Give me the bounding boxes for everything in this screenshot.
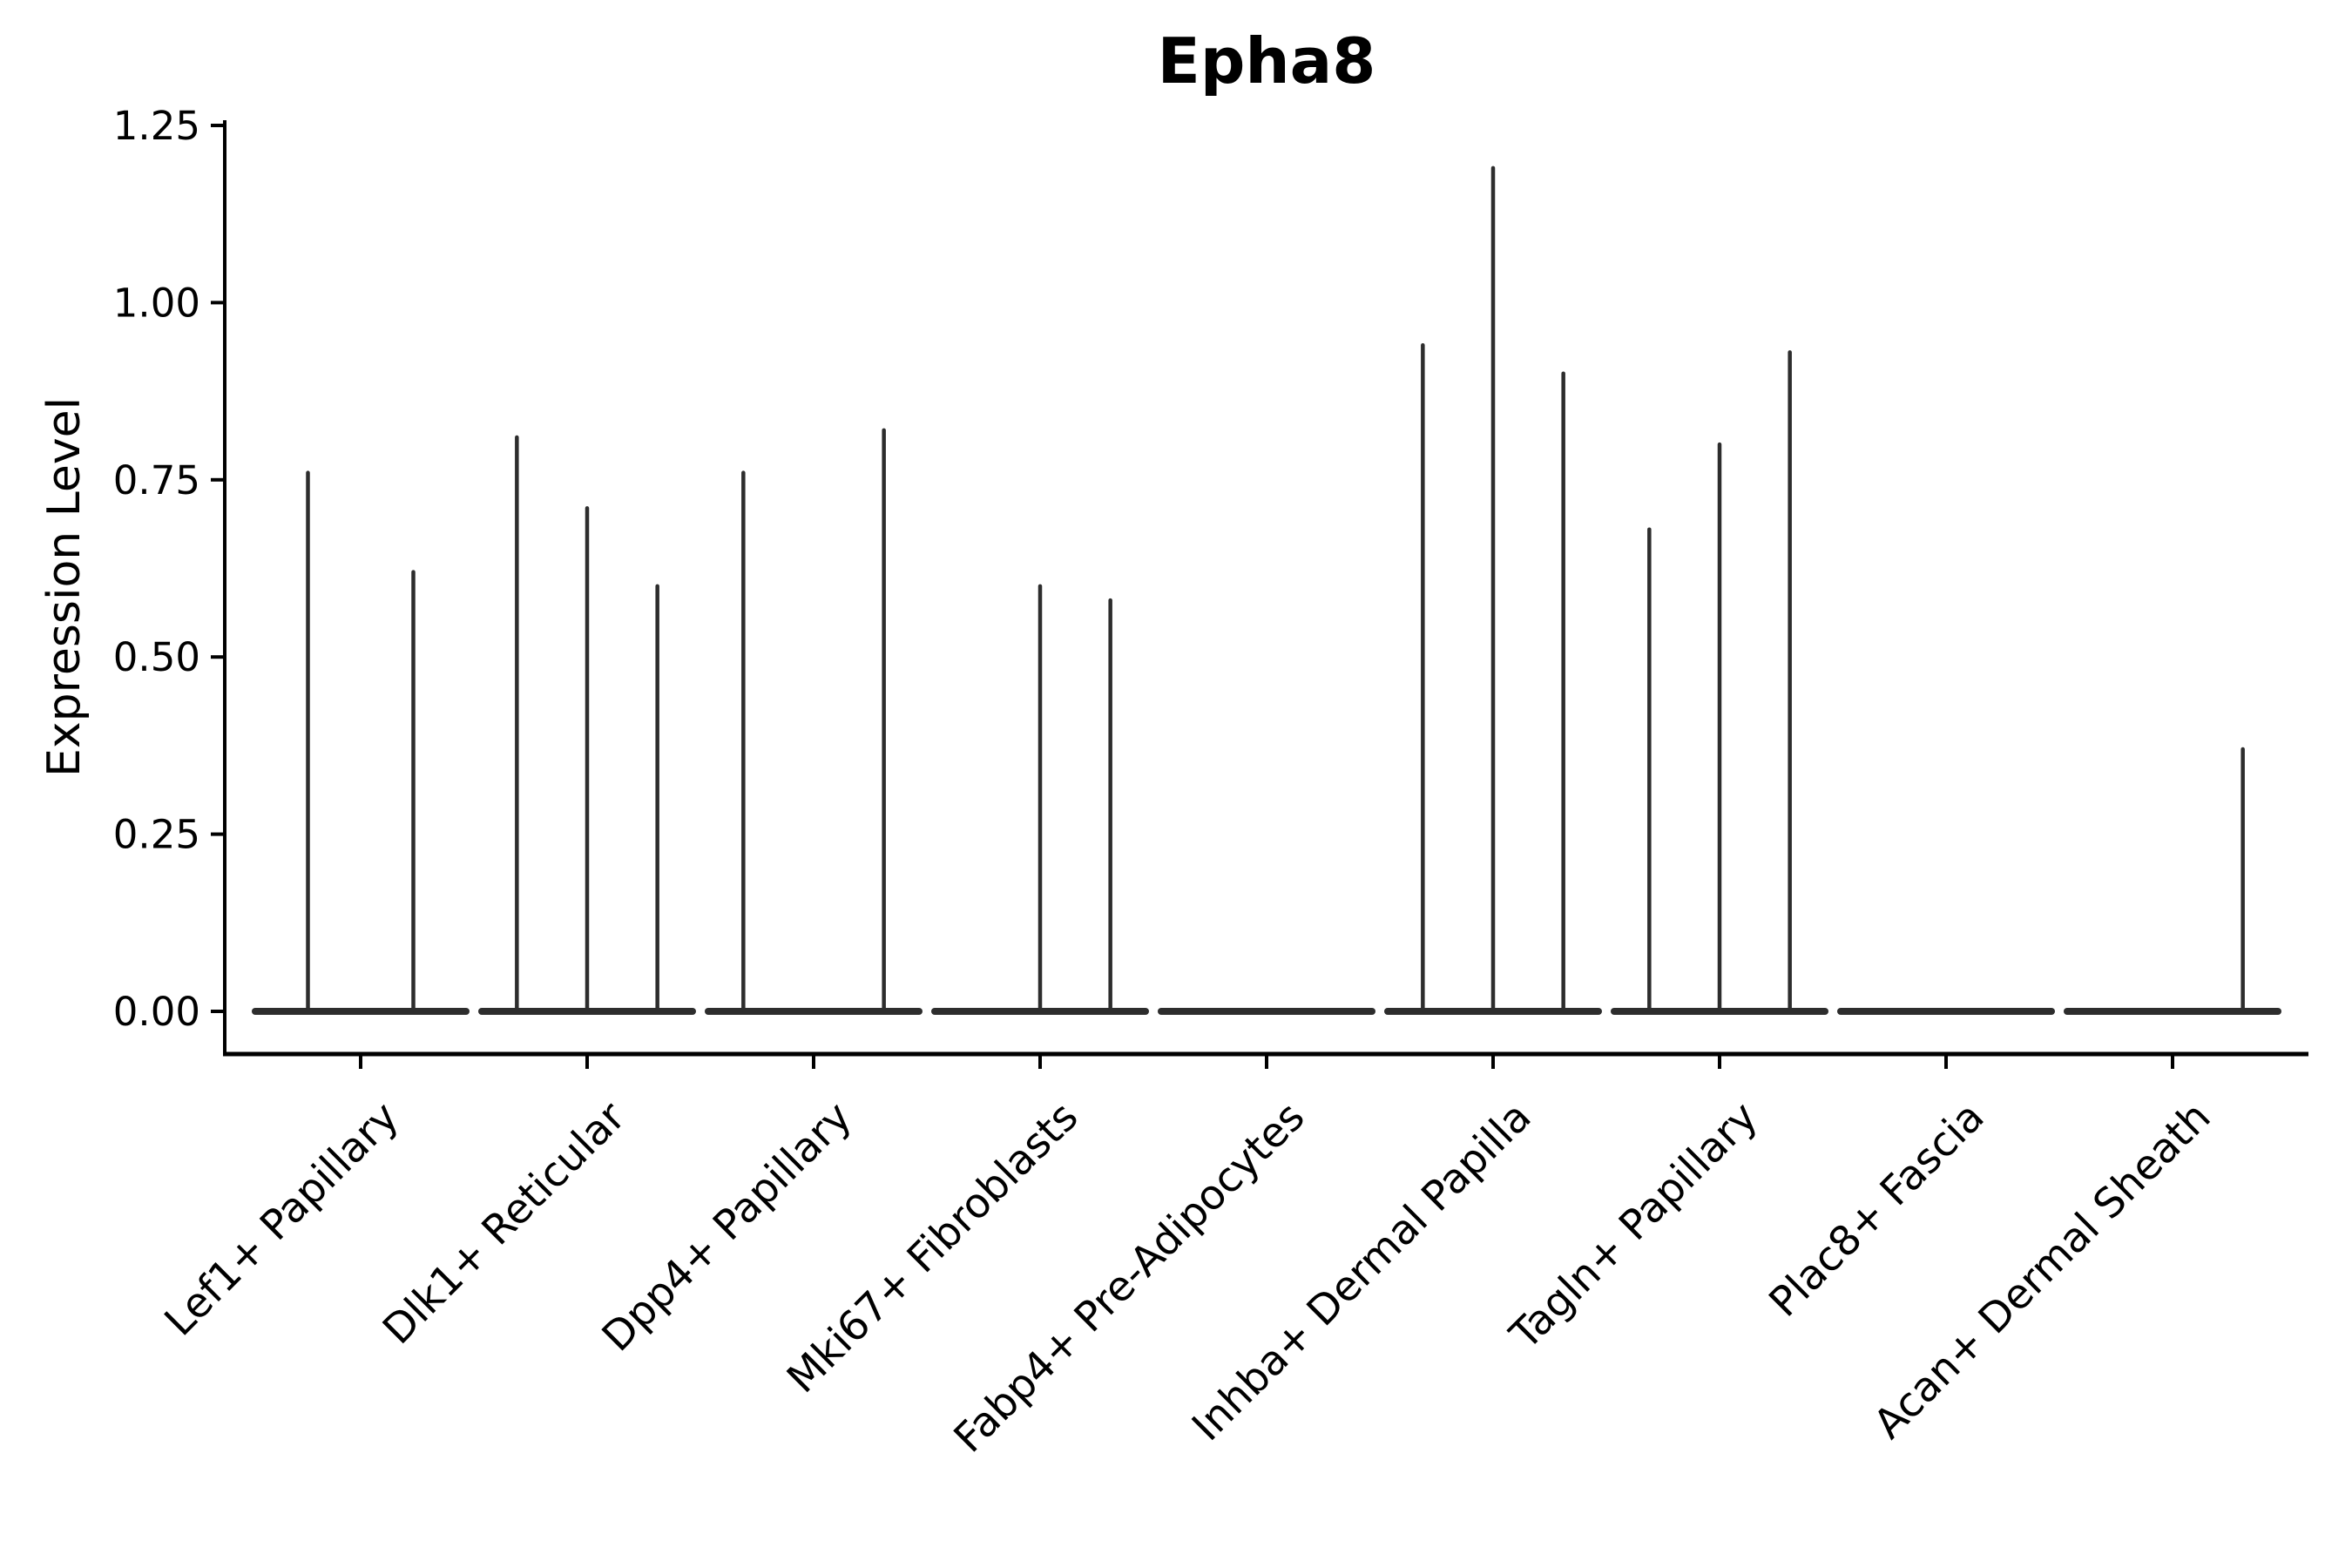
x-tick-label: Tagln+ Papillary: [1501, 1093, 1767, 1360]
y-tick-label: 0.00: [113, 989, 200, 1035]
y-tick-label: 1.25: [113, 103, 200, 149]
x-tick-label: Plac8+ Fascia: [1761, 1093, 1994, 1327]
plot-title: Epha8: [1157, 24, 1376, 98]
y-tick-label: 0.25: [113, 812, 200, 858]
x-tick-label: Lef1+ Papillary: [156, 1093, 409, 1346]
x-tick-label: Dpp4+ Papillary: [593, 1093, 862, 1362]
y-tick-label: 0.50: [113, 634, 200, 680]
x-tick-label: Dlk1+ Reticular: [374, 1092, 635, 1354]
y-tick-label: 1.00: [113, 280, 200, 326]
y-tick-label: 0.75: [113, 457, 200, 504]
